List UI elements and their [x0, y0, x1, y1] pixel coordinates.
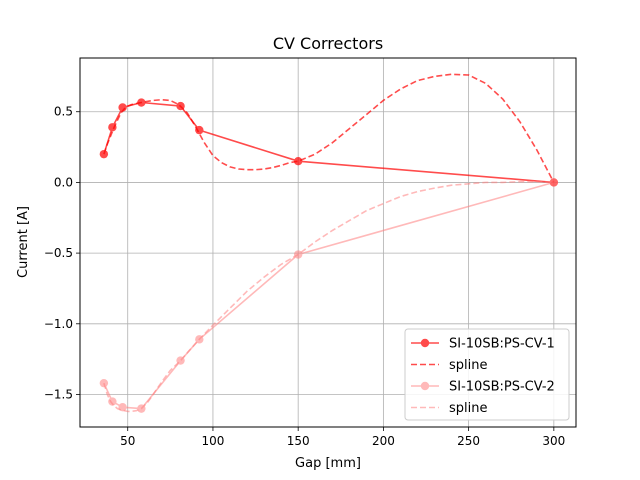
data-point: [549, 178, 559, 187]
legend-marker: [420, 338, 430, 348]
x-tick-label: 300: [542, 434, 565, 448]
y-tick-label: −1.5: [44, 387, 73, 401]
x-tick-label: 250: [457, 434, 480, 448]
x-tick-label: 150: [287, 434, 310, 448]
legend-label: SI-10SB:PS-CV-2: [449, 380, 555, 395]
legend-item: spline: [411, 358, 488, 373]
x-axis-label: Gap [mm]: [295, 456, 361, 471]
legend-item: SI-10SB:PS-CV-1: [411, 337, 555, 352]
series-layer: [99, 73, 559, 413]
series-2: [103, 73, 555, 183]
legend-swatch: [411, 338, 439, 348]
y-axis: 0.5 0.0 −0.5 −1.0 −1.5: [44, 105, 80, 401]
x-tick-label: 100: [201, 434, 224, 448]
y-axis-label: Current [A]: [16, 206, 31, 278]
y-tick-label: −1.0: [44, 317, 73, 331]
y-tick-label: 0.5: [54, 105, 73, 119]
legend-item: SI-10SB:PS-CV-2: [411, 380, 555, 395]
x-tick-label: 200: [372, 434, 395, 448]
legend-marker: [420, 381, 430, 391]
legend-box: [404, 328, 570, 421]
data-point: [99, 378, 109, 388]
legend-label: spline: [449, 401, 488, 416]
data-point: [108, 397, 117, 406]
legend: SI-10SB:PS-CV-1 spline SI-10SB:PS-CV-2 spli…: [404, 328, 570, 421]
data-point: [195, 125, 204, 135]
spline-line: [103, 180, 554, 413]
series-4: [103, 180, 554, 413]
data-point: [99, 149, 109, 159]
chart-title: CV Correctors: [273, 34, 383, 53]
legend-label: SI-10SB:PS-CV-1: [449, 337, 555, 352]
data-point: [293, 157, 303, 166]
y-tick-label: 0.0: [54, 175, 73, 189]
legend-swatch: [411, 381, 439, 391]
x-tick-label: 50: [120, 434, 135, 448]
legend-item: spline: [411, 401, 488, 416]
spline-line: [103, 73, 555, 183]
plot-frame: [79, 57, 577, 428]
x-axis: 50 100 150 200 250 300: [120, 427, 565, 448]
y-tick-label: −0.5: [44, 246, 73, 260]
legend-label: spline: [449, 358, 488, 373]
